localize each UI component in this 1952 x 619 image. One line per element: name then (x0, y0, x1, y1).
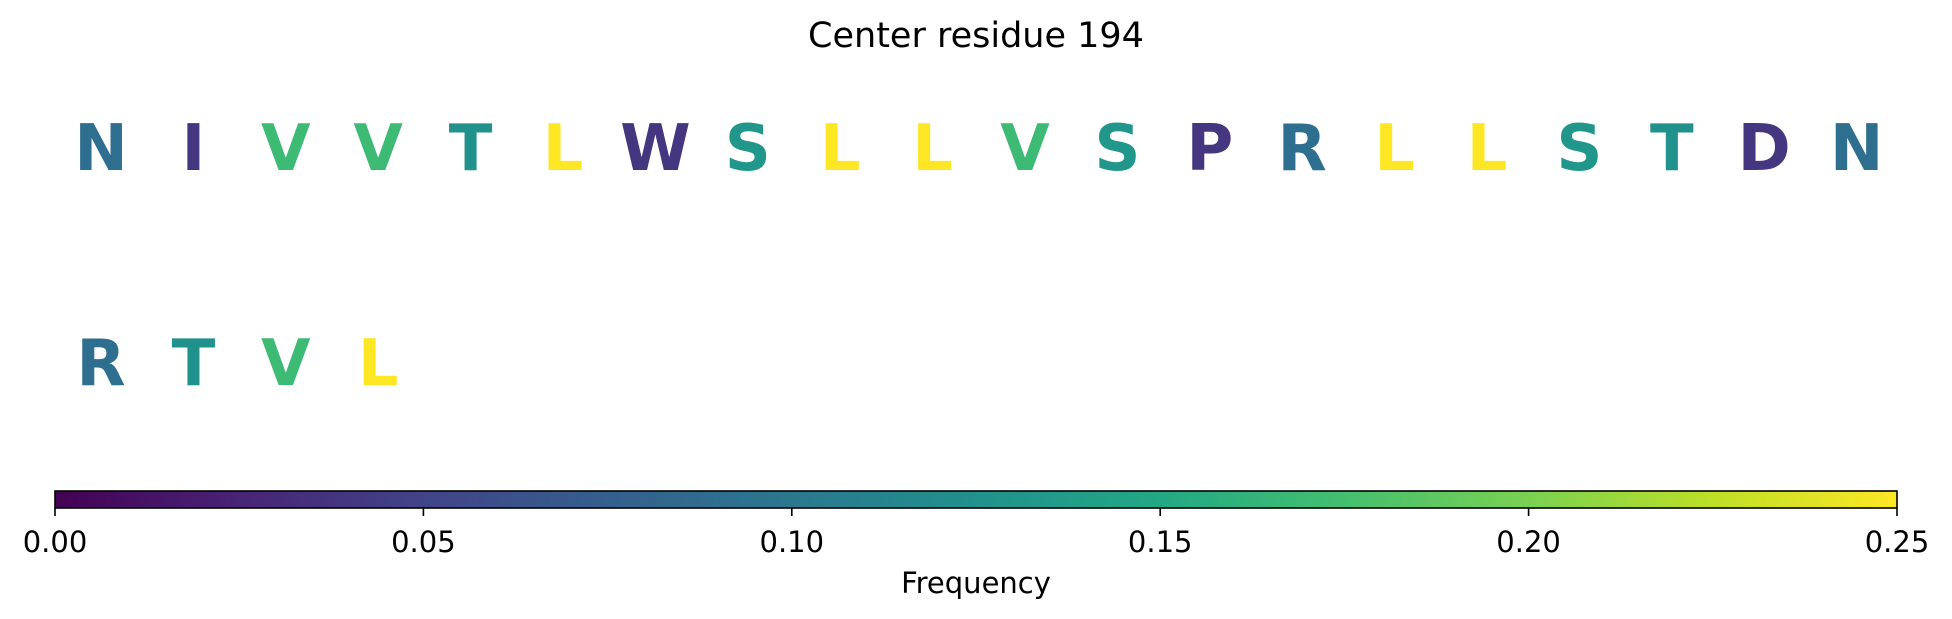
residue-letter: L (1467, 112, 1508, 186)
colorbar-tick-label: 0.25 (1865, 525, 1930, 559)
residue-letter: P (1186, 112, 1233, 186)
residue-letter: I (181, 112, 205, 186)
residue-letter: T (1650, 112, 1694, 186)
colorbar: 0.00 0.05 0.10 0.15 0.20 0.25 Frequency (23, 490, 1930, 600)
residue-letter: W (620, 112, 691, 186)
chart-title: Center residue 194 (808, 16, 1144, 56)
residue-letter: S (1556, 112, 1602, 186)
residue-letter: T (172, 327, 216, 401)
residue-letter: S (725, 112, 771, 186)
colorbar-tick-label: 0.15 (1128, 525, 1193, 559)
residue-letter: R (1278, 112, 1327, 186)
colorbar-tick-label: 0.05 (391, 525, 456, 559)
colorbar-frame (54, 490, 1898, 509)
residue-letter: L (358, 327, 399, 401)
residue-letter: V (353, 112, 403, 186)
residue-letter: L (912, 112, 953, 186)
colorbar-gradient (55, 491, 1897, 508)
residue-letter: L (820, 112, 861, 186)
residue-letter: N (1830, 112, 1884, 186)
colorbar-tick-label: 0.00 (23, 525, 88, 559)
residue-letter: V (261, 327, 311, 401)
residue-letters: N I V V T L W S L L V S P R L L S T D NR T V L (74, 112, 1883, 401)
colorbar-tick-label: 0.10 (760, 525, 825, 559)
residue-letter: V (261, 112, 311, 186)
colorbar-label: Frequency (901, 566, 1051, 600)
colorbar-tick-label: 0.20 (1496, 525, 1561, 559)
residue-letter: L (1374, 112, 1415, 186)
residue-letter: V (1000, 112, 1050, 186)
residue-letter: S (1094, 112, 1140, 186)
residue-letter: N (74, 112, 128, 186)
colorbar-ticks: 0.00 0.05 0.10 0.15 0.20 0.25 (23, 508, 1930, 559)
residue-letter: R (76, 327, 125, 401)
residue-letter: T (449, 112, 493, 186)
residue-letter: D (1738, 112, 1791, 186)
residue-letter: L (543, 112, 584, 186)
